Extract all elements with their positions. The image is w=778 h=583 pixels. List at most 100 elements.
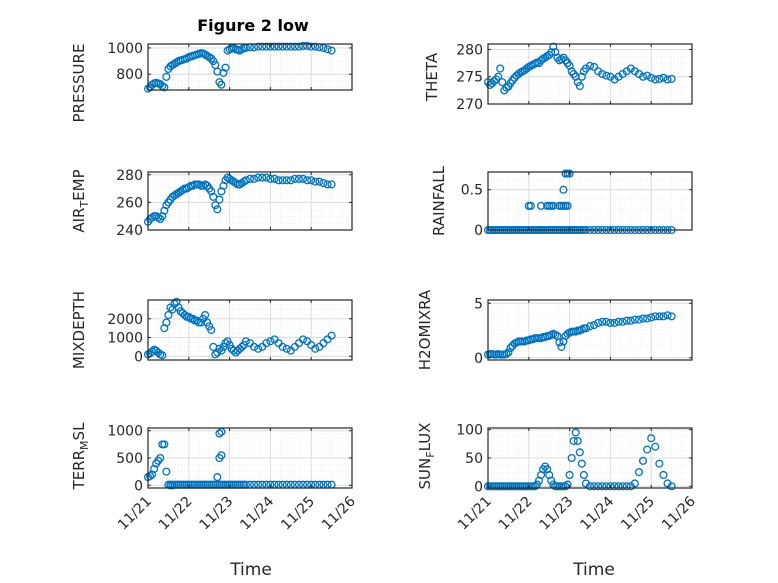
x-tick-label: 11/23 bbox=[197, 494, 237, 534]
data-point bbox=[150, 464, 159, 473]
data-point bbox=[215, 195, 224, 204]
data-point bbox=[655, 312, 664, 321]
data-point bbox=[557, 55, 566, 64]
data-point bbox=[303, 41, 312, 51]
data-point bbox=[659, 470, 668, 480]
x-tick-label: 11/24 bbox=[237, 493, 277, 533]
data-point bbox=[547, 476, 556, 485]
data-point bbox=[610, 318, 619, 327]
data-point bbox=[298, 41, 308, 51]
data-point bbox=[180, 310, 189, 320]
data-point bbox=[286, 176, 295, 185]
y-axis-label: H2OMIXRA bbox=[416, 289, 434, 370]
data-point bbox=[655, 459, 664, 468]
figure-title: Figure 2 low bbox=[197, 16, 309, 35]
data-point bbox=[262, 173, 271, 182]
data-point bbox=[311, 177, 320, 186]
data-point bbox=[634, 468, 644, 477]
data-point bbox=[207, 325, 216, 335]
data-point bbox=[219, 68, 228, 77]
data-point bbox=[638, 72, 648, 81]
data-point bbox=[221, 63, 230, 72]
data-point bbox=[162, 72, 171, 81]
data-point bbox=[530, 482, 539, 491]
data-point bbox=[663, 311, 672, 320]
data-point bbox=[258, 173, 267, 182]
data-point bbox=[184, 312, 193, 321]
data-point bbox=[585, 482, 595, 491]
data-point bbox=[663, 75, 672, 84]
data-point bbox=[559, 337, 568, 346]
data-point bbox=[154, 213, 163, 222]
y-axis-label: MIXDEPTH bbox=[70, 291, 88, 369]
data-point bbox=[571, 72, 580, 81]
data-point bbox=[215, 429, 224, 438]
subplot-1: 800 1000 PRESSURE bbox=[70, 41, 353, 122]
y-tick-label: 0 bbox=[134, 349, 143, 365]
data-point bbox=[162, 318, 171, 327]
data-point bbox=[274, 176, 283, 185]
data-point bbox=[327, 331, 336, 340]
data-point bbox=[643, 71, 652, 80]
x-tick-label: 11/26 bbox=[659, 493, 699, 533]
y-tick-label: 1000 bbox=[107, 41, 143, 57]
data-point bbox=[594, 482, 603, 491]
data-point bbox=[274, 42, 283, 51]
subplot-4: 0 0.5 RAINFALL bbox=[430, 165, 693, 239]
data-point bbox=[282, 176, 291, 185]
data-point bbox=[164, 310, 173, 320]
data-point bbox=[158, 351, 167, 360]
data-point bbox=[266, 174, 275, 183]
data-point bbox=[618, 482, 627, 491]
axes-box bbox=[487, 43, 693, 105]
y-axis-label: TERRMSL bbox=[70, 422, 91, 491]
y-tick-label: 5 bbox=[474, 296, 483, 312]
data-point bbox=[606, 482, 615, 491]
data-point bbox=[630, 479, 639, 488]
data-point bbox=[241, 337, 250, 346]
data-point bbox=[250, 342, 259, 351]
data-point bbox=[647, 434, 656, 443]
data-point bbox=[298, 335, 308, 344]
data-point bbox=[571, 428, 580, 437]
axes-box bbox=[487, 299, 693, 361]
data-point bbox=[651, 442, 660, 451]
y-tick-label: 0.5 bbox=[461, 183, 483, 199]
y-axis-label-subscript: T bbox=[78, 201, 91, 209]
data-point bbox=[298, 174, 308, 183]
data-point bbox=[590, 62, 599, 71]
data-point bbox=[565, 61, 574, 70]
y-tick-label: 280 bbox=[116, 168, 143, 184]
y-axis-label-subscript: F bbox=[424, 451, 437, 457]
data-point bbox=[551, 48, 560, 57]
data-point bbox=[585, 322, 595, 331]
y-axis-label: AIRTEMP bbox=[70, 169, 91, 232]
x-tick-label: 11/22 bbox=[496, 494, 536, 534]
x-tick-label: 11/25 bbox=[278, 494, 318, 534]
x-tick-label: 11/21 bbox=[455, 494, 495, 534]
x-tick-label: 11/23 bbox=[537, 494, 577, 534]
data-point bbox=[498, 78, 507, 87]
data-point bbox=[667, 312, 676, 321]
data-point bbox=[168, 481, 177, 490]
data-point bbox=[215, 344, 224, 353]
data-point bbox=[266, 42, 275, 51]
y-tick-label: 50 bbox=[465, 451, 483, 467]
data-point bbox=[504, 348, 513, 357]
axes-box bbox=[147, 43, 353, 91]
data-point bbox=[581, 324, 590, 333]
data-point bbox=[598, 482, 607, 491]
data-point bbox=[651, 312, 660, 321]
data-point bbox=[549, 42, 558, 51]
y-axis-label: THETA bbox=[423, 52, 441, 102]
x-tick-label: 11/26 bbox=[319, 493, 359, 533]
data-point bbox=[156, 453, 165, 463]
plot-area bbox=[488, 172, 692, 230]
subplot-2: 270 275 280 THETA bbox=[423, 42, 693, 113]
axes-box bbox=[487, 171, 693, 231]
data-point bbox=[278, 176, 287, 185]
data-point bbox=[303, 176, 312, 185]
y-tick-label: 800 bbox=[116, 67, 143, 83]
data-point bbox=[241, 176, 250, 185]
data-point bbox=[217, 80, 226, 89]
